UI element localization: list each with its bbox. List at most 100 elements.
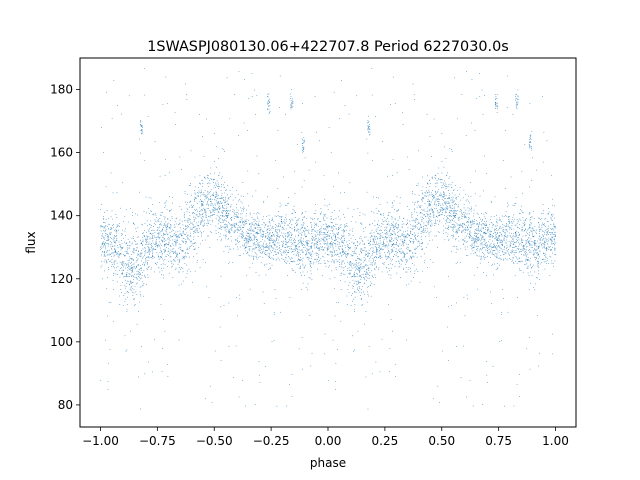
data-point — [279, 259, 280, 261]
data-point — [281, 223, 283, 224]
data-point — [489, 246, 490, 247]
data-point — [439, 214, 441, 216]
data-point — [485, 218, 486, 219]
data-point — [280, 217, 282, 218]
data-point — [134, 240, 135, 241]
data-point — [302, 217, 304, 218]
data-point — [404, 252, 405, 254]
data-point — [142, 256, 144, 258]
data-point — [434, 201, 436, 203]
data-point — [402, 226, 403, 228]
data-point — [521, 226, 523, 228]
data-point — [374, 269, 376, 271]
data-point — [445, 232, 447, 233]
data-point — [174, 239, 176, 241]
data-point — [253, 255, 255, 257]
data-point — [182, 224, 184, 226]
data-point — [141, 258, 143, 259]
data-point — [477, 233, 478, 235]
data-point — [449, 210, 451, 212]
data-point — [318, 262, 320, 264]
data-point — [151, 211, 152, 212]
data-point — [168, 238, 170, 240]
data-point — [204, 210, 206, 211]
data-point — [106, 91, 107, 93]
data-point — [449, 226, 451, 228]
data-point — [190, 150, 192, 152]
data-point — [497, 224, 499, 226]
data-point — [446, 205, 447, 207]
data-point — [502, 160, 504, 161]
data-point — [344, 224, 346, 226]
data-point — [378, 244, 380, 246]
data-point — [130, 290, 132, 291]
data-point — [402, 234, 404, 236]
data-point — [375, 207, 377, 209]
data-point — [450, 199, 452, 201]
data-point — [252, 240, 254, 242]
data-point — [192, 206, 193, 207]
data-point — [167, 233, 169, 235]
data-point — [484, 239, 486, 241]
data-point — [523, 245, 524, 247]
data-point — [359, 267, 361, 268]
data-point — [449, 192, 450, 194]
data-point — [250, 236, 252, 238]
data-point — [268, 236, 270, 237]
data-point — [305, 227, 306, 229]
data-point — [253, 231, 255, 232]
data-point — [186, 241, 187, 243]
data-point — [197, 229, 199, 231]
data-point — [437, 199, 438, 201]
data-point — [285, 239, 286, 240]
data-point — [225, 200, 227, 202]
data-point — [492, 251, 493, 253]
data-point — [492, 224, 494, 225]
data-point — [272, 219, 273, 220]
data-point — [313, 224, 315, 226]
data-point — [495, 269, 497, 271]
data-point — [270, 246, 272, 247]
data-point — [415, 218, 416, 220]
data-point — [302, 271, 304, 273]
data-point — [483, 246, 485, 248]
data-point — [381, 214, 382, 216]
data-point — [394, 244, 396, 245]
data-point — [355, 264, 357, 266]
data-point — [175, 269, 177, 270]
data-point — [150, 220, 152, 222]
data-point — [251, 250, 253, 252]
data-point — [480, 243, 482, 244]
data-point — [251, 255, 253, 257]
data-point — [386, 233, 388, 235]
data-point — [453, 215, 454, 217]
data-point — [534, 226, 536, 228]
data-point — [433, 286, 435, 288]
data-point — [432, 178, 434, 180]
data-point — [444, 180, 445, 182]
data-point — [462, 239, 464, 241]
data-point — [481, 235, 483, 237]
data-point — [296, 144, 298, 145]
data-point — [355, 259, 356, 261]
data-point — [395, 237, 397, 238]
data-point — [133, 222, 134, 224]
data-point — [452, 202, 454, 203]
data-point — [434, 190, 436, 192]
data-point — [535, 249, 537, 251]
data-point — [423, 226, 424, 227]
data-point — [507, 311, 509, 313]
data-point — [500, 241, 502, 243]
data-point — [328, 245, 330, 247]
data-point — [205, 211, 207, 213]
data-point — [165, 205, 166, 207]
data-point — [213, 214, 214, 215]
data-point — [323, 174, 325, 176]
data-point — [134, 250, 136, 252]
data-point — [160, 247, 161, 249]
data-point — [445, 212, 447, 214]
data-point — [138, 269, 140, 270]
data-point — [488, 262, 490, 263]
data-point — [335, 362, 337, 364]
data-point — [421, 243, 423, 244]
